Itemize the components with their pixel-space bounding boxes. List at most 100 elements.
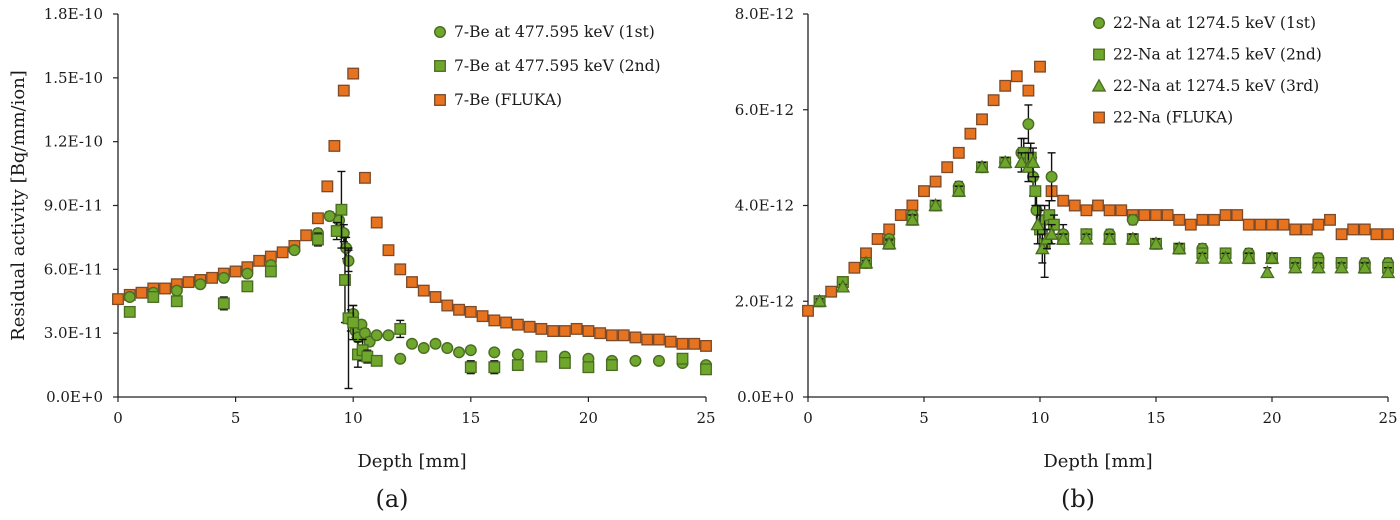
data-point <box>605 329 618 342</box>
data-point <box>881 236 897 250</box>
x-tick-label: 15 <box>461 409 480 427</box>
data-point <box>1287 260 1303 274</box>
legend-marker <box>434 94 446 106</box>
data-point <box>217 297 230 310</box>
data-point <box>241 267 254 280</box>
y-tick-label: 3.0E-11 <box>44 324 103 342</box>
x-axis-title: Depth [mm] <box>1043 451 1152 472</box>
data-point <box>594 327 607 340</box>
data-point <box>394 322 407 335</box>
data-point <box>547 325 560 337</box>
series-1 <box>813 137 1394 308</box>
data-point <box>1148 236 1164 250</box>
data-point <box>1358 223 1371 236</box>
data-point <box>370 329 383 342</box>
data-point <box>453 303 465 316</box>
x-tick-label: 25 <box>696 409 715 427</box>
legend-marker <box>1093 48 1105 61</box>
data-point <box>1044 226 1059 240</box>
data-point <box>1241 250 1257 264</box>
data-point <box>288 244 301 257</box>
data-point <box>159 282 171 295</box>
data-point <box>464 344 477 357</box>
series-1 <box>123 170 712 390</box>
data-point <box>382 329 395 342</box>
data-point <box>217 271 230 284</box>
data-point <box>406 276 418 289</box>
data-point <box>928 197 943 212</box>
data-point <box>1382 228 1394 241</box>
data-point <box>1195 250 1210 264</box>
data-point <box>1068 199 1081 212</box>
legend-label: 7-Be at 477.595 keV (2nd) <box>454 57 661 75</box>
data-point <box>229 265 242 278</box>
data-point <box>676 337 689 350</box>
data-point <box>406 337 419 350</box>
data-point <box>1311 260 1326 274</box>
data-point <box>1370 228 1383 241</box>
data-point <box>1034 60 1046 73</box>
data-point <box>1184 218 1197 231</box>
data-point <box>558 325 571 337</box>
x-tick-label: 0 <box>803 409 813 427</box>
data-point <box>629 354 642 367</box>
data-point <box>918 185 930 198</box>
data-point <box>441 299 454 312</box>
series-2 <box>812 147 1396 307</box>
data-point <box>429 291 442 303</box>
data-point <box>1115 204 1128 217</box>
legend-label: 7-Be (FLUKA) <box>454 91 562 109</box>
panel-label: (b) <box>1061 485 1095 513</box>
data-point <box>1022 84 1035 97</box>
data-point <box>147 291 160 303</box>
legend-label: 22-Na at 1274.5 keV (2nd) <box>1113 46 1322 64</box>
data-point <box>688 337 701 350</box>
data-point <box>382 244 395 257</box>
data-point <box>974 159 990 173</box>
data-point <box>1231 209 1244 222</box>
data-point <box>1347 223 1360 236</box>
data-point <box>1260 264 1275 279</box>
data-point <box>558 357 571 369</box>
legend-label: 22-Na at 1274.5 keV (1st) <box>1113 14 1316 32</box>
legend-marker <box>434 60 446 72</box>
data-point <box>1055 231 1071 245</box>
data-point <box>441 342 454 355</box>
data-point <box>582 325 595 337</box>
data-point <box>605 359 618 372</box>
legend-marker <box>1093 111 1105 124</box>
data-point <box>488 346 501 359</box>
x-tick-label: 20 <box>579 409 598 427</box>
data-point <box>582 361 595 374</box>
data-point <box>347 316 360 329</box>
data-point <box>112 293 124 306</box>
data-point <box>1102 231 1117 245</box>
data-point <box>488 314 501 327</box>
data-point <box>182 276 195 289</box>
legend-marker <box>1091 78 1107 92</box>
data-point <box>500 316 513 329</box>
panel-a: 0 5 10 15 20 25 0.0E+0 3.0E-11 6.0E-11 9.0E-11 1.2… <box>8 5 716 513</box>
data-point <box>802 304 814 317</box>
data-point <box>987 94 1000 107</box>
data-point <box>570 322 583 335</box>
data-point <box>952 146 965 159</box>
data-point <box>339 274 351 286</box>
data-point <box>664 335 677 348</box>
data-point <box>617 329 630 342</box>
data-point <box>1171 241 1187 255</box>
data-point <box>905 212 920 226</box>
x-tick-label: 25 <box>1378 409 1397 427</box>
y-tick-label: 1.8E-10 <box>44 5 103 23</box>
x-tick-label: 5 <box>919 409 929 427</box>
data-point <box>417 284 430 297</box>
data-point <box>1030 217 1045 231</box>
data-point <box>523 320 536 333</box>
data-point <box>1264 250 1280 264</box>
data-point <box>335 203 348 216</box>
data-point <box>321 180 334 193</box>
data-point <box>194 278 207 291</box>
panel-b: 0 5 10 15 20 25 0.0E+0 2.0E-12 4.0E-12 6.0E-12 8.0… <box>735 5 1398 513</box>
data-point <box>825 285 838 298</box>
data-point <box>641 333 654 346</box>
